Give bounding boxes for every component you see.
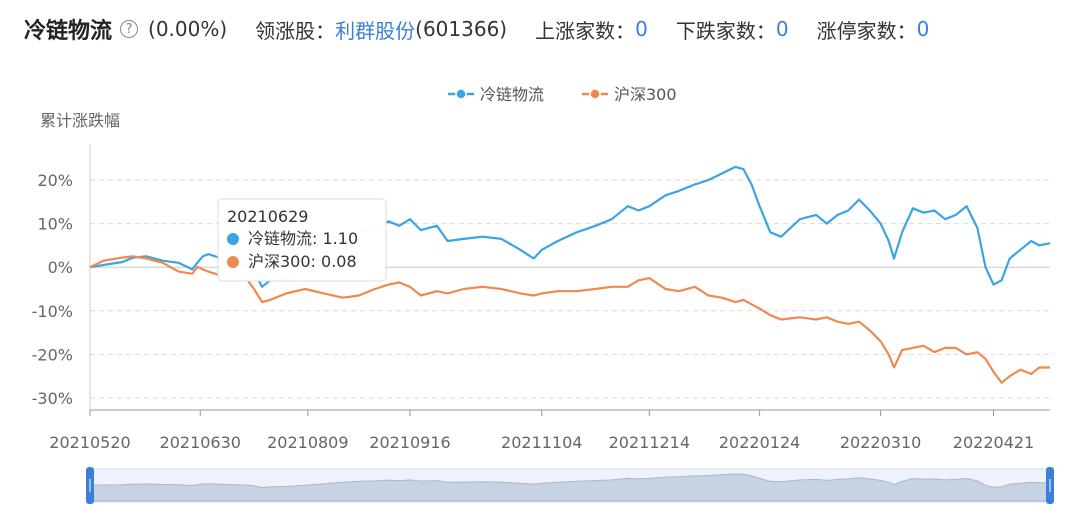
up-count-label: 上涨家数： xyxy=(535,18,636,43)
x-tick-label: 20220310 xyxy=(840,433,921,452)
legend-swatch-dot xyxy=(589,88,601,100)
page-header: 冷链物流 ? (0.00%) 领涨股： 利群股份 (601366) 上涨家数： … xyxy=(24,12,957,46)
down-count-value: 0 xyxy=(775,17,789,41)
y-tick-label: -30% xyxy=(32,389,73,408)
tooltip-series-name: 沪深300: 0.08 xyxy=(248,252,357,271)
tooltip-name: 沪深300 xyxy=(248,252,311,271)
y-tick-label: 20% xyxy=(37,171,73,190)
tooltip-sep: : xyxy=(311,252,321,271)
y-tick-label: -20% xyxy=(32,345,73,364)
zoom-slider-preview xyxy=(89,473,1051,502)
up-count-value: 0 xyxy=(635,17,648,41)
x-tick-label: 20210520 xyxy=(49,433,130,452)
x-tick-label: 20210630 xyxy=(160,433,241,452)
sector-change: (0.00%) xyxy=(148,17,228,41)
y-tick-label: -10% xyxy=(32,302,73,321)
leader-stock-code: (601366) xyxy=(415,17,508,41)
x-tick-label: 20210916 xyxy=(369,433,450,452)
tooltip-value: 1.10 xyxy=(323,229,359,248)
tooltip-value: 0.08 xyxy=(321,252,357,271)
x-tick-label: 20211104 xyxy=(501,433,582,452)
limit-up-count-value: 0 xyxy=(916,17,930,41)
tooltip-series-name: 冷链物流: 1.10 xyxy=(248,229,358,248)
x-tick-label: 20220124 xyxy=(719,433,800,452)
y-axis-title: 累计涨跌幅 xyxy=(40,111,120,130)
x-tick-label: 20210809 xyxy=(267,433,348,452)
legend-swatch-dot xyxy=(455,88,467,100)
tooltip-date: 20210629 xyxy=(227,207,308,226)
sector-title: 冷链物流 xyxy=(24,19,113,44)
tooltip-marker xyxy=(227,256,239,268)
tooltip-marker xyxy=(227,233,239,245)
tooltip: 20210629 冷链物流: 1.10 沪深300: 0.08 xyxy=(217,198,387,282)
x-tick-label: 20211214 xyxy=(609,433,690,452)
legend-entry-2[interactable]: 沪深300 xyxy=(614,85,677,104)
y-tick-label: 10% xyxy=(37,215,73,234)
leader-stock-link[interactable]: 利群股份 xyxy=(335,18,416,43)
down-count-label: 下跌家数： xyxy=(675,18,776,43)
tooltip-name: 冷链物流 xyxy=(248,229,312,248)
leader-label: 领涨股： xyxy=(255,18,336,43)
y-tick-label: 0% xyxy=(48,258,73,277)
x-tick-label: 20220421 xyxy=(953,433,1034,452)
legend-entry-1[interactable]: 冷链物流 xyxy=(480,85,544,104)
question-circle-icon[interactable]: ? xyxy=(120,20,139,38)
tooltip-box xyxy=(217,198,387,282)
tooltip-sep: : xyxy=(312,229,322,248)
limit-up-count-label: 涨停家数： xyxy=(816,18,917,43)
